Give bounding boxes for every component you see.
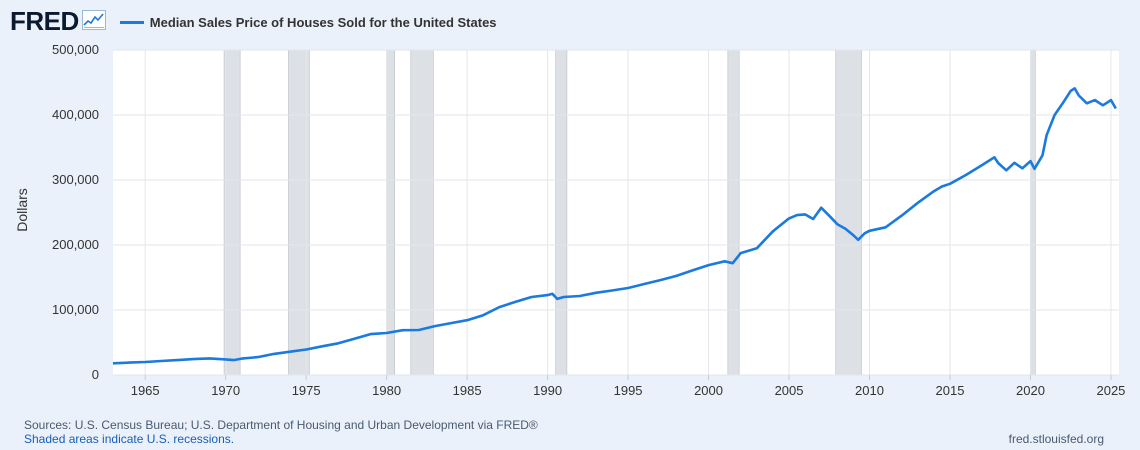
plot-area	[113, 50, 1119, 375]
y-axis-title: Dollars	[14, 188, 30, 232]
y-tick-label: 200,000	[52, 237, 99, 252]
x-tick-label: 1985	[453, 383, 482, 398]
recession-band	[555, 49, 568, 376]
x-tick-label: 1975	[292, 383, 321, 398]
y-tick-label: 100,000	[52, 302, 99, 317]
recession-band	[727, 49, 740, 376]
recession-band	[835, 49, 862, 376]
x-tick-label: 1980	[372, 383, 401, 398]
sources-note: Sources: U.S. Census Bureau; U.S. Depart…	[24, 418, 538, 432]
x-tick-label: 2005	[775, 383, 804, 398]
fred-url-link[interactable]: fred.stlouisfed.org	[1008, 432, 1104, 446]
y-tick-label: 400,000	[52, 107, 99, 122]
legend-label: Median Sales Price of Houses Sold for th…	[149, 14, 497, 30]
plot-background	[113, 50, 1119, 375]
x-tick-label: 2010	[855, 383, 884, 398]
series-layer	[112, 87, 1117, 365]
recession-note-link[interactable]: Shaded areas indicate U.S. recessions.	[24, 432, 235, 446]
x-tick-label: 2015	[936, 383, 965, 398]
y-tick-label: 500,000	[52, 42, 99, 57]
recession-band	[1030, 49, 1036, 376]
x-tick-label: 1965	[131, 383, 160, 398]
x-tick-label: 1995	[614, 383, 643, 398]
x-tick-label: 1990	[533, 383, 562, 398]
series-line[interactable]	[112, 87, 1117, 365]
recession-band	[223, 49, 241, 376]
y-tick-label: 0	[92, 367, 99, 382]
y-axis-ticks: 0 100,000 200,000 300,000 400,000 500,000	[52, 42, 99, 382]
x-tick-label: 2025	[1096, 383, 1125, 398]
recession-band	[386, 49, 395, 376]
line-chart: 0 100,000 200,000 300,000 400,000 500,000 196…	[14, 42, 1125, 398]
x-tick-label: 2000	[694, 383, 723, 398]
legend-swatch	[119, 20, 144, 24]
x-tick-label: 1970	[211, 383, 240, 398]
fred-chart-icon	[81, 9, 106, 35]
x-tick-label: 2020	[1016, 383, 1045, 398]
x-axis-ticks: 1965 1970 1975 1980 1985 1990 1995 2000 2005 2010…	[131, 375, 1125, 398]
fred-logo[interactable]: FRED	[10, 5, 79, 36]
chart-header: FRED Median Sales Price of Houses Sold f…	[10, 6, 497, 36]
legend: Median Sales Price of Houses Sold for th…	[119, 14, 497, 30]
y-tick-label: 300,000	[52, 172, 99, 187]
